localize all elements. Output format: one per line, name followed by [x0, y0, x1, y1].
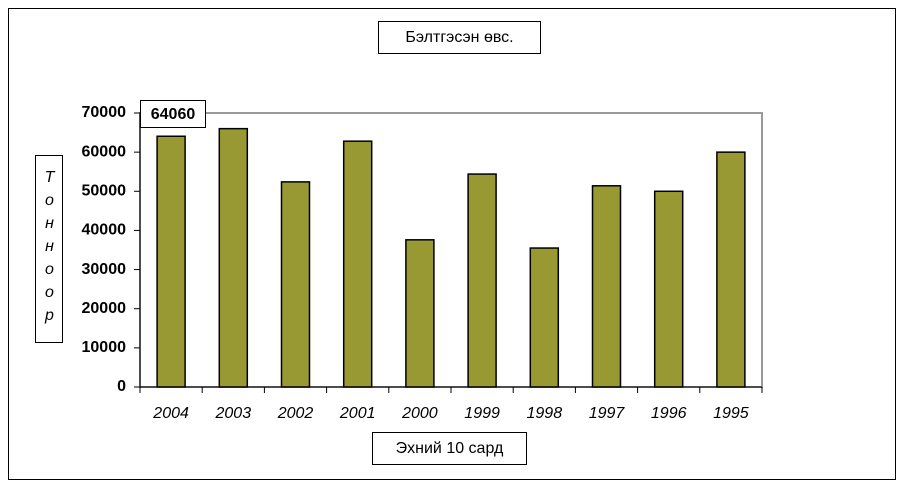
x-tick-label: 1999: [464, 405, 500, 422]
y-tick-label: 40000: [82, 222, 127, 239]
title-box: [378, 21, 541, 54]
annotation: 64060: [151, 106, 196, 123]
bar: [156, 135, 186, 388]
chart-title: Бэлтгэсэн өвс.: [405, 29, 513, 46]
bar: [653, 190, 684, 388]
x-tick-label: 1995: [713, 405, 749, 422]
frame: [8, 8, 896, 480]
x-axis-label: Эхний 10 сард: [396, 440, 504, 457]
bar: [467, 173, 497, 388]
bar: [716, 151, 746, 388]
y-axis-label: Тонноор: [35, 155, 63, 343]
annotation-box: [140, 100, 206, 128]
x-tick-label: 2004: [152, 405, 189, 422]
y-tick-label: 60000: [82, 143, 127, 160]
x-tick-label: 2000: [401, 405, 438, 422]
y-tick-label: 70000: [82, 104, 127, 121]
x-tick-label: 1998: [527, 405, 563, 422]
bar: [591, 185, 622, 388]
bar: [529, 247, 560, 388]
x-tick-label: 2003: [215, 405, 252, 422]
y-tick-label: 0: [117, 378, 126, 395]
bar: [342, 140, 373, 388]
y-tick-label: 20000: [82, 300, 127, 317]
x-tick-label: 1997: [589, 405, 626, 422]
bar: [405, 239, 435, 388]
x-tick-label: 1996: [651, 405, 687, 422]
x-tick-label: 2002: [277, 405, 314, 422]
x-tick-label: 2001: [339, 405, 376, 422]
bar: [218, 127, 249, 388]
y-tick-label: 10000: [82, 339, 127, 356]
bar: [280, 181, 311, 388]
y-tick-label: 50000: [82, 183, 127, 200]
y-tick-label: 30000: [82, 261, 127, 278]
x-label-box: [372, 432, 527, 465]
